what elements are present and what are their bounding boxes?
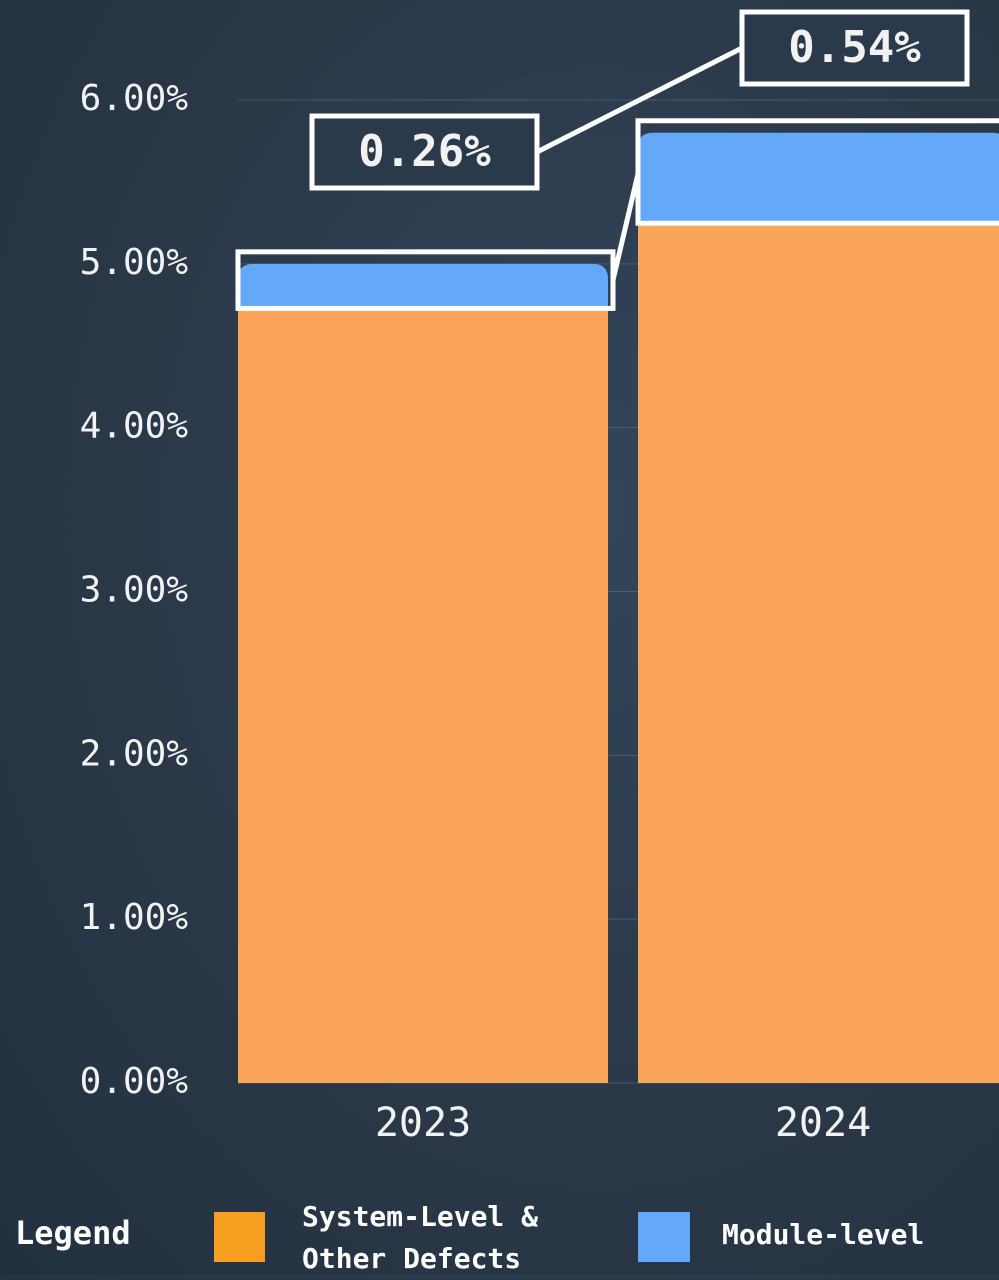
legend-swatch	[638, 1212, 690, 1262]
legend-label: System-Level & Other Defects	[302, 1196, 602, 1280]
legend-title: Legend	[15, 1214, 131, 1252]
legend: Legend System-Level & Other Defects Modu…	[0, 1196, 999, 1275]
y-tick-label: 5.00%	[80, 242, 189, 283]
legend-swatch	[214, 1212, 265, 1262]
bar-segment	[638, 221, 999, 1083]
y-tick-label: 6.00%	[80, 78, 189, 119]
value-label: 0.26%	[358, 126, 491, 177]
bar-segment	[638, 133, 999, 221]
y-tick-label: 3.00%	[80, 570, 189, 611]
y-tick-label: 4.00%	[80, 406, 189, 447]
y-tick-label: 1.00%	[80, 897, 189, 938]
page: 0.00% 1.00% 2.00% 3.00% 4.00% 5.00% 6.00% 2023 2…	[0, 0, 999, 1275]
x-tick-label: 2023	[375, 1100, 471, 1146]
legend-label: Module-level	[722, 1218, 924, 1251]
y-tick-label: 0.00%	[80, 1061, 189, 1102]
bar-segment	[238, 306, 608, 1083]
value-label: 0.54%	[788, 22, 921, 73]
y-tick-label: 2.00%	[80, 733, 189, 774]
chart: 0.00% 1.00% 2.00% 3.00% 4.00% 5.00% 6.00% 2023 2…	[0, 0, 999, 1190]
x-tick-label: 2024	[775, 1100, 871, 1146]
bar-segment	[238, 264, 608, 307]
